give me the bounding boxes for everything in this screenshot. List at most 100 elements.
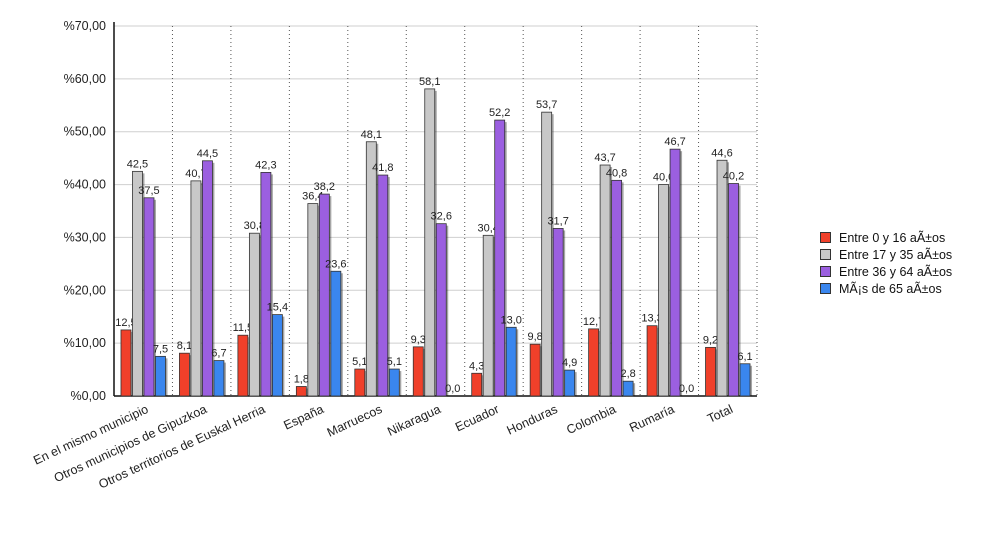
data-label: 7,5 xyxy=(153,343,168,355)
bar xyxy=(705,346,716,397)
legend-swatch xyxy=(820,266,831,277)
data-label: 38,2 xyxy=(314,181,335,193)
bar xyxy=(330,270,342,397)
legend-item-65-plus: MÃ¡s de 65 aÃ±os xyxy=(820,280,952,297)
bar xyxy=(669,148,681,397)
data-label: 48,1 xyxy=(361,129,382,141)
y-tick-label: %10,00 xyxy=(64,336,106,350)
data-label: 8,1 xyxy=(177,340,192,352)
y-tick-label: %30,00 xyxy=(64,230,106,244)
data-label: 9,3 xyxy=(411,334,426,346)
bar xyxy=(658,184,669,397)
legend-swatch xyxy=(820,249,831,260)
x-tick-label: Rumaría xyxy=(627,402,676,435)
bar xyxy=(318,193,330,397)
data-label: 13,0 xyxy=(500,314,521,326)
data-label: 4,3 xyxy=(469,360,484,372)
data-label: 32,6 xyxy=(431,211,452,223)
legend-item-36-64: Entre 36 y 64 aÃ±os xyxy=(820,263,952,280)
data-label: 46,7 xyxy=(664,136,685,148)
bar xyxy=(564,369,576,397)
x-tick-label: Ecuador xyxy=(453,402,501,434)
bar xyxy=(505,326,517,397)
legend-label: Entre 36 y 64 aÃ±os xyxy=(839,264,953,279)
y-tick-label: %50,00 xyxy=(64,125,106,139)
data-label: 36,4 xyxy=(302,191,323,203)
data-label: 23,6 xyxy=(325,258,346,270)
bar xyxy=(471,372,483,397)
data-label: 44,5 xyxy=(197,148,218,160)
bar xyxy=(190,180,202,397)
data-label: 53,7 xyxy=(536,99,557,111)
data-label: 40,8 xyxy=(606,167,627,179)
x-tick-label: Marruecos xyxy=(325,402,384,440)
data-label: 15,4 xyxy=(267,302,288,314)
bar xyxy=(388,368,400,397)
legend-item-17-35: Entre 17 y 35 aÃ±os xyxy=(820,246,952,263)
data-label: 0,0 xyxy=(679,383,694,395)
y-tick-label: %40,00 xyxy=(64,178,106,192)
x-tick-label: España xyxy=(282,402,326,433)
legend: Entre 0 y 16 aÃ±os Entre 17 y 35 aÃ±os E… xyxy=(820,229,952,297)
bar xyxy=(307,203,319,397)
data-label: 12,7 xyxy=(583,316,604,328)
bar xyxy=(552,228,564,397)
data-label: 41,8 xyxy=(372,162,393,174)
data-label: 30,8 xyxy=(244,220,265,232)
bar xyxy=(588,328,600,397)
data-label: 31,7 xyxy=(547,215,568,227)
x-tick-label: Nikaragua xyxy=(385,402,443,439)
bar xyxy=(213,360,225,397)
bar xyxy=(482,234,494,397)
bar xyxy=(435,223,447,397)
legend-label: MÃ¡s de 65 aÃ±os xyxy=(839,281,942,296)
data-label: 12,5 xyxy=(115,317,136,329)
bar xyxy=(494,119,506,397)
bar xyxy=(155,355,166,397)
data-label: 37,5 xyxy=(138,185,159,197)
data-label: 44,6 xyxy=(711,147,732,159)
y-tick-label: %70,00 xyxy=(64,19,106,33)
bar xyxy=(728,183,739,397)
bar xyxy=(237,334,249,397)
bar xyxy=(260,172,272,397)
bar xyxy=(611,179,623,397)
legend-label: Entre 17 y 35 aÃ±os xyxy=(839,247,953,262)
data-label: 11,5 xyxy=(233,322,254,334)
data-label: 52,2 xyxy=(489,107,510,119)
legend-item-0-16: Entre 0 y 16 aÃ±os xyxy=(820,229,952,246)
bar xyxy=(622,380,634,397)
data-label: 42,5 xyxy=(127,158,148,170)
bar xyxy=(132,170,143,397)
bar xyxy=(412,346,424,397)
legend-label: Entre 0 y 16 aÃ±os xyxy=(839,230,946,245)
bar xyxy=(120,329,132,397)
bar xyxy=(248,232,260,397)
data-label: 40,7 xyxy=(185,168,206,180)
data-label: 4,9 xyxy=(562,357,577,369)
data-label: 6,1 xyxy=(737,351,752,363)
y-tick-label: %60,00 xyxy=(64,72,106,86)
data-label: 13,3 xyxy=(641,313,662,325)
bar xyxy=(295,386,307,397)
bar xyxy=(143,197,155,397)
bar xyxy=(599,164,611,397)
bar xyxy=(424,88,436,397)
bar xyxy=(365,141,377,397)
bar xyxy=(179,352,190,397)
data-label: 40,2 xyxy=(723,171,744,183)
data-label: 9,8 xyxy=(528,331,543,343)
x-tick-label: Colombia xyxy=(564,402,618,437)
bar xyxy=(377,174,389,397)
data-label: 5,1 xyxy=(352,356,367,368)
data-label: 43,7 xyxy=(594,152,615,164)
y-tick-label: %0,00 xyxy=(71,389,106,403)
bar xyxy=(646,325,658,397)
y-tick-label: %20,00 xyxy=(64,283,106,297)
data-label: 40,0 xyxy=(653,172,674,184)
bar xyxy=(529,343,541,397)
data-label: 5,1 xyxy=(387,356,402,368)
bar xyxy=(354,368,366,397)
